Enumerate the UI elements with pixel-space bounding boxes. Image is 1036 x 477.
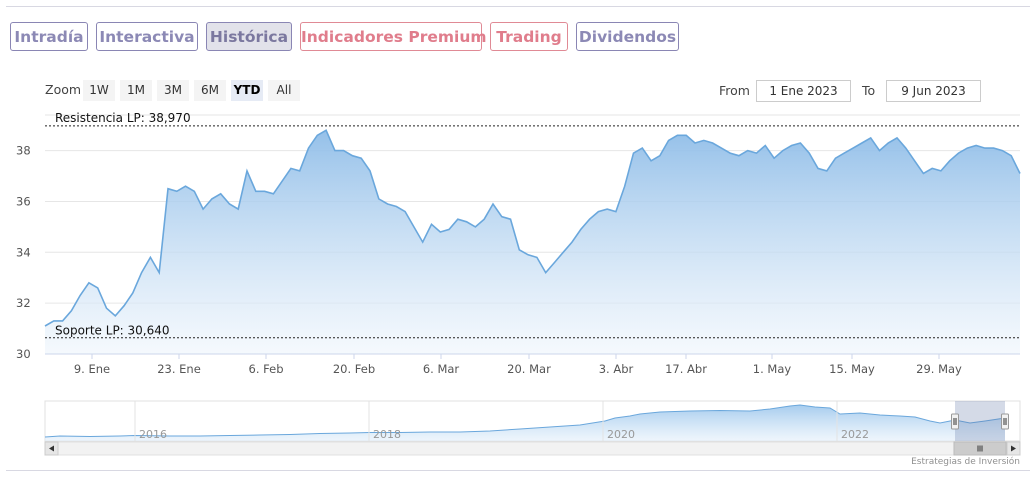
zoom-label: Zoom xyxy=(45,82,82,97)
navigator-selection[interactable] xyxy=(955,401,1005,441)
y-tick-label: 34 xyxy=(16,245,31,259)
zoom-all-button[interactable]: All xyxy=(268,80,300,101)
credits-text: Estrategias de Inversión xyxy=(911,457,1020,467)
navigator-year-label: 2016 xyxy=(139,428,167,441)
x-tick-label: 17. Abr xyxy=(665,362,707,376)
price-series-line xyxy=(44,129,1021,327)
x-tick-label: 15. May xyxy=(829,362,875,376)
scrollbar-track[interactable] xyxy=(44,441,1021,456)
y-tick-label: 38 xyxy=(16,144,31,158)
plot-line-label: Resistencia LP: 38,970 xyxy=(55,111,191,125)
arrow-right-icon xyxy=(1011,445,1016,452)
y-tick-label: 36 xyxy=(16,194,31,208)
price-area-fill xyxy=(45,130,1020,354)
top-divider xyxy=(6,6,1030,7)
bottom-divider xyxy=(6,470,1030,471)
to-label: To xyxy=(862,83,876,98)
tab-historica[interactable]: Histórica xyxy=(206,22,292,51)
y-tick-label: 30 xyxy=(16,347,31,361)
arrow-left-icon xyxy=(49,445,54,452)
x-tick-label: 6. Feb xyxy=(249,362,284,376)
zoom-1m-button[interactable]: 1M xyxy=(120,80,152,101)
x-tick-label: 29. May xyxy=(916,362,962,376)
zoom-3m-button[interactable]: 3M xyxy=(157,80,189,101)
x-tick-label: 3. Abr xyxy=(599,362,634,376)
navigator-year-label: 2020 xyxy=(607,428,635,441)
to-date-input[interactable]: 9 Jun 2023 xyxy=(886,80,981,102)
navigator-line xyxy=(44,404,1006,438)
y-tick-label: 32 xyxy=(16,296,31,310)
tab-indicadores-premium[interactable]: Indicadores Premium xyxy=(300,22,487,51)
navigator-handle-right[interactable] xyxy=(1001,413,1009,430)
zoom-6m-button[interactable]: 6M xyxy=(194,80,226,101)
tab-interactiva[interactable]: Interactiva xyxy=(96,22,198,51)
navigator: 2016 2018 2020 2022 xyxy=(44,400,1021,456)
from-date-input[interactable]: 1 Ene 2023 xyxy=(756,80,851,102)
zoom-ytd-button[interactable]: YTD xyxy=(231,80,263,101)
x-tick-label: 6. Mar xyxy=(423,362,460,376)
x-axis: 9. Ene 23. Ene 6. Feb 20. Feb 6. Mar 20. Mar 3… xyxy=(45,353,1020,376)
plot-lines: Resistencia LP: 38,970 Soporte LP: 30,640 xyxy=(45,111,1020,339)
x-tick-label: 1. May xyxy=(753,362,792,376)
from-label: From xyxy=(719,83,750,98)
x-tick-label: 20. Feb xyxy=(333,362,375,376)
navigator-year-label: 2022 xyxy=(841,428,869,441)
navigator-area xyxy=(45,405,1005,441)
y-axis-labels: 30 32 34 36 38 xyxy=(16,144,31,361)
tab-dividendos[interactable]: Dividendos xyxy=(576,22,679,51)
plot-line-label: Soporte LP: 30,640 xyxy=(55,324,170,338)
zoom-1w-button[interactable]: 1W xyxy=(83,80,115,101)
tab-intradia[interactable]: Intradía xyxy=(10,22,88,51)
x-tick-label: 23. Ene xyxy=(157,362,201,376)
x-tick-label: 9. Ene xyxy=(74,362,110,376)
navigator-year-label: 2018 xyxy=(373,428,401,441)
tab-trading[interactable]: Trading xyxy=(490,22,568,51)
navigator-handle-left[interactable] xyxy=(951,413,959,430)
x-tick-label: 20. Mar xyxy=(507,362,551,376)
